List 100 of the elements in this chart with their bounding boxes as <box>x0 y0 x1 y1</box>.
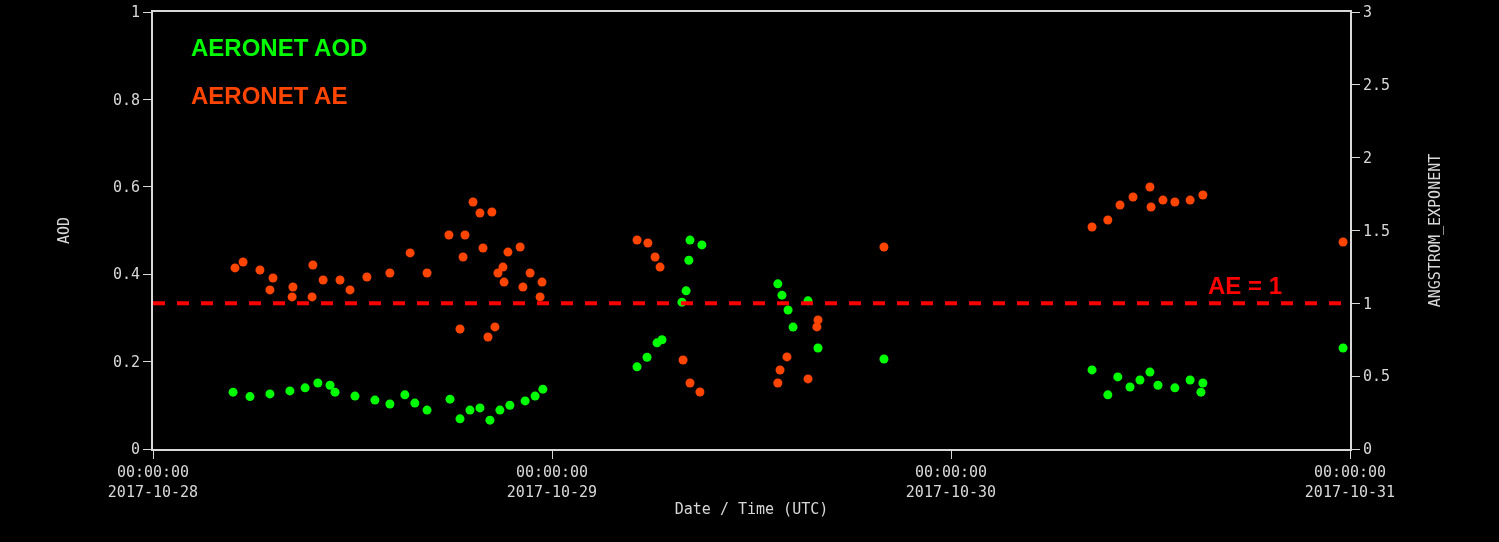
y-tick-label: 0.8 <box>112 90 140 109</box>
point <box>505 400 515 410</box>
point <box>307 292 317 302</box>
point <box>288 282 298 292</box>
point <box>515 242 525 252</box>
point <box>444 230 454 240</box>
point <box>455 324 465 334</box>
point <box>685 378 695 388</box>
point <box>535 292 545 302</box>
point <box>313 378 323 388</box>
point <box>287 292 297 302</box>
point <box>300 383 310 393</box>
point <box>1103 390 1113 400</box>
point <box>788 322 798 332</box>
point <box>445 394 455 404</box>
point <box>655 262 665 272</box>
point <box>879 354 889 364</box>
point <box>490 322 500 332</box>
point <box>487 207 497 217</box>
text: AERONET AE <box>191 82 348 109</box>
point <box>335 275 345 285</box>
y-tick-label: 0.6 <box>112 178 140 197</box>
point <box>783 305 793 315</box>
point <box>1185 375 1195 385</box>
point <box>385 399 395 409</box>
point <box>803 374 813 384</box>
point <box>498 262 508 272</box>
point <box>695 387 705 397</box>
point <box>685 235 695 245</box>
y-tick-label: 0.4 <box>112 265 140 284</box>
point <box>813 315 823 325</box>
x-tick-label: 00:00:00 2017-10-30 <box>905 463 997 501</box>
point <box>238 257 248 267</box>
point <box>1146 202 1156 212</box>
y-tick-label: 0 <box>130 440 140 459</box>
point <box>643 238 653 248</box>
point <box>1198 378 1208 388</box>
point <box>1128 192 1138 202</box>
point <box>650 252 660 262</box>
point <box>525 268 535 278</box>
point <box>458 252 468 262</box>
point <box>678 355 688 365</box>
y2-tick-label: 1 <box>1363 294 1373 313</box>
point <box>455 414 465 424</box>
point <box>350 391 360 401</box>
point <box>370 395 380 405</box>
point <box>782 352 792 362</box>
point <box>460 230 470 240</box>
point <box>483 332 493 342</box>
point <box>1087 365 1097 375</box>
point <box>1185 195 1195 205</box>
point <box>228 387 238 397</box>
point <box>538 384 548 394</box>
point <box>1125 382 1135 392</box>
point <box>1338 343 1348 353</box>
point <box>632 362 642 372</box>
y2-tick-label: 0.5 <box>1363 367 1391 386</box>
point <box>518 282 528 292</box>
point <box>495 405 505 415</box>
point <box>1158 195 1168 205</box>
point <box>1170 197 1180 207</box>
y2-tick-label: 2 <box>1363 148 1373 167</box>
point <box>410 398 420 408</box>
point <box>422 268 432 278</box>
point <box>330 387 340 397</box>
point <box>1145 182 1155 192</box>
point <box>503 247 513 257</box>
point <box>1198 190 1208 200</box>
x-tick-label: 00:00:00 2017-10-31 <box>1304 463 1396 501</box>
point <box>400 390 410 400</box>
point <box>318 275 328 285</box>
point <box>642 352 652 362</box>
point <box>265 285 275 295</box>
point <box>1087 222 1097 232</box>
point <box>1135 375 1145 385</box>
point <box>499 277 509 287</box>
point <box>1196 387 1206 397</box>
point <box>530 391 540 401</box>
point <box>468 197 478 207</box>
point <box>265 389 275 399</box>
point <box>385 268 395 278</box>
point <box>777 290 787 300</box>
point <box>879 242 889 252</box>
point <box>1115 200 1125 210</box>
point <box>422 405 432 415</box>
point <box>773 378 783 388</box>
point <box>537 277 547 287</box>
point <box>775 365 785 375</box>
point <box>285 386 295 396</box>
y-axis-title: AOD <box>54 216 73 245</box>
y-tick-label: 0.2 <box>112 352 140 371</box>
y2-axis-title: ANGSTROM_EXPONENT <box>1425 153 1444 308</box>
point <box>1338 237 1348 247</box>
point <box>1153 380 1163 390</box>
x-tick-label: 00:00:00 2017-10-29 <box>506 463 598 501</box>
point <box>255 265 265 275</box>
point <box>230 263 240 273</box>
point <box>684 255 694 265</box>
y2-tick-label: 1.5 <box>1363 221 1391 240</box>
point <box>245 392 255 402</box>
